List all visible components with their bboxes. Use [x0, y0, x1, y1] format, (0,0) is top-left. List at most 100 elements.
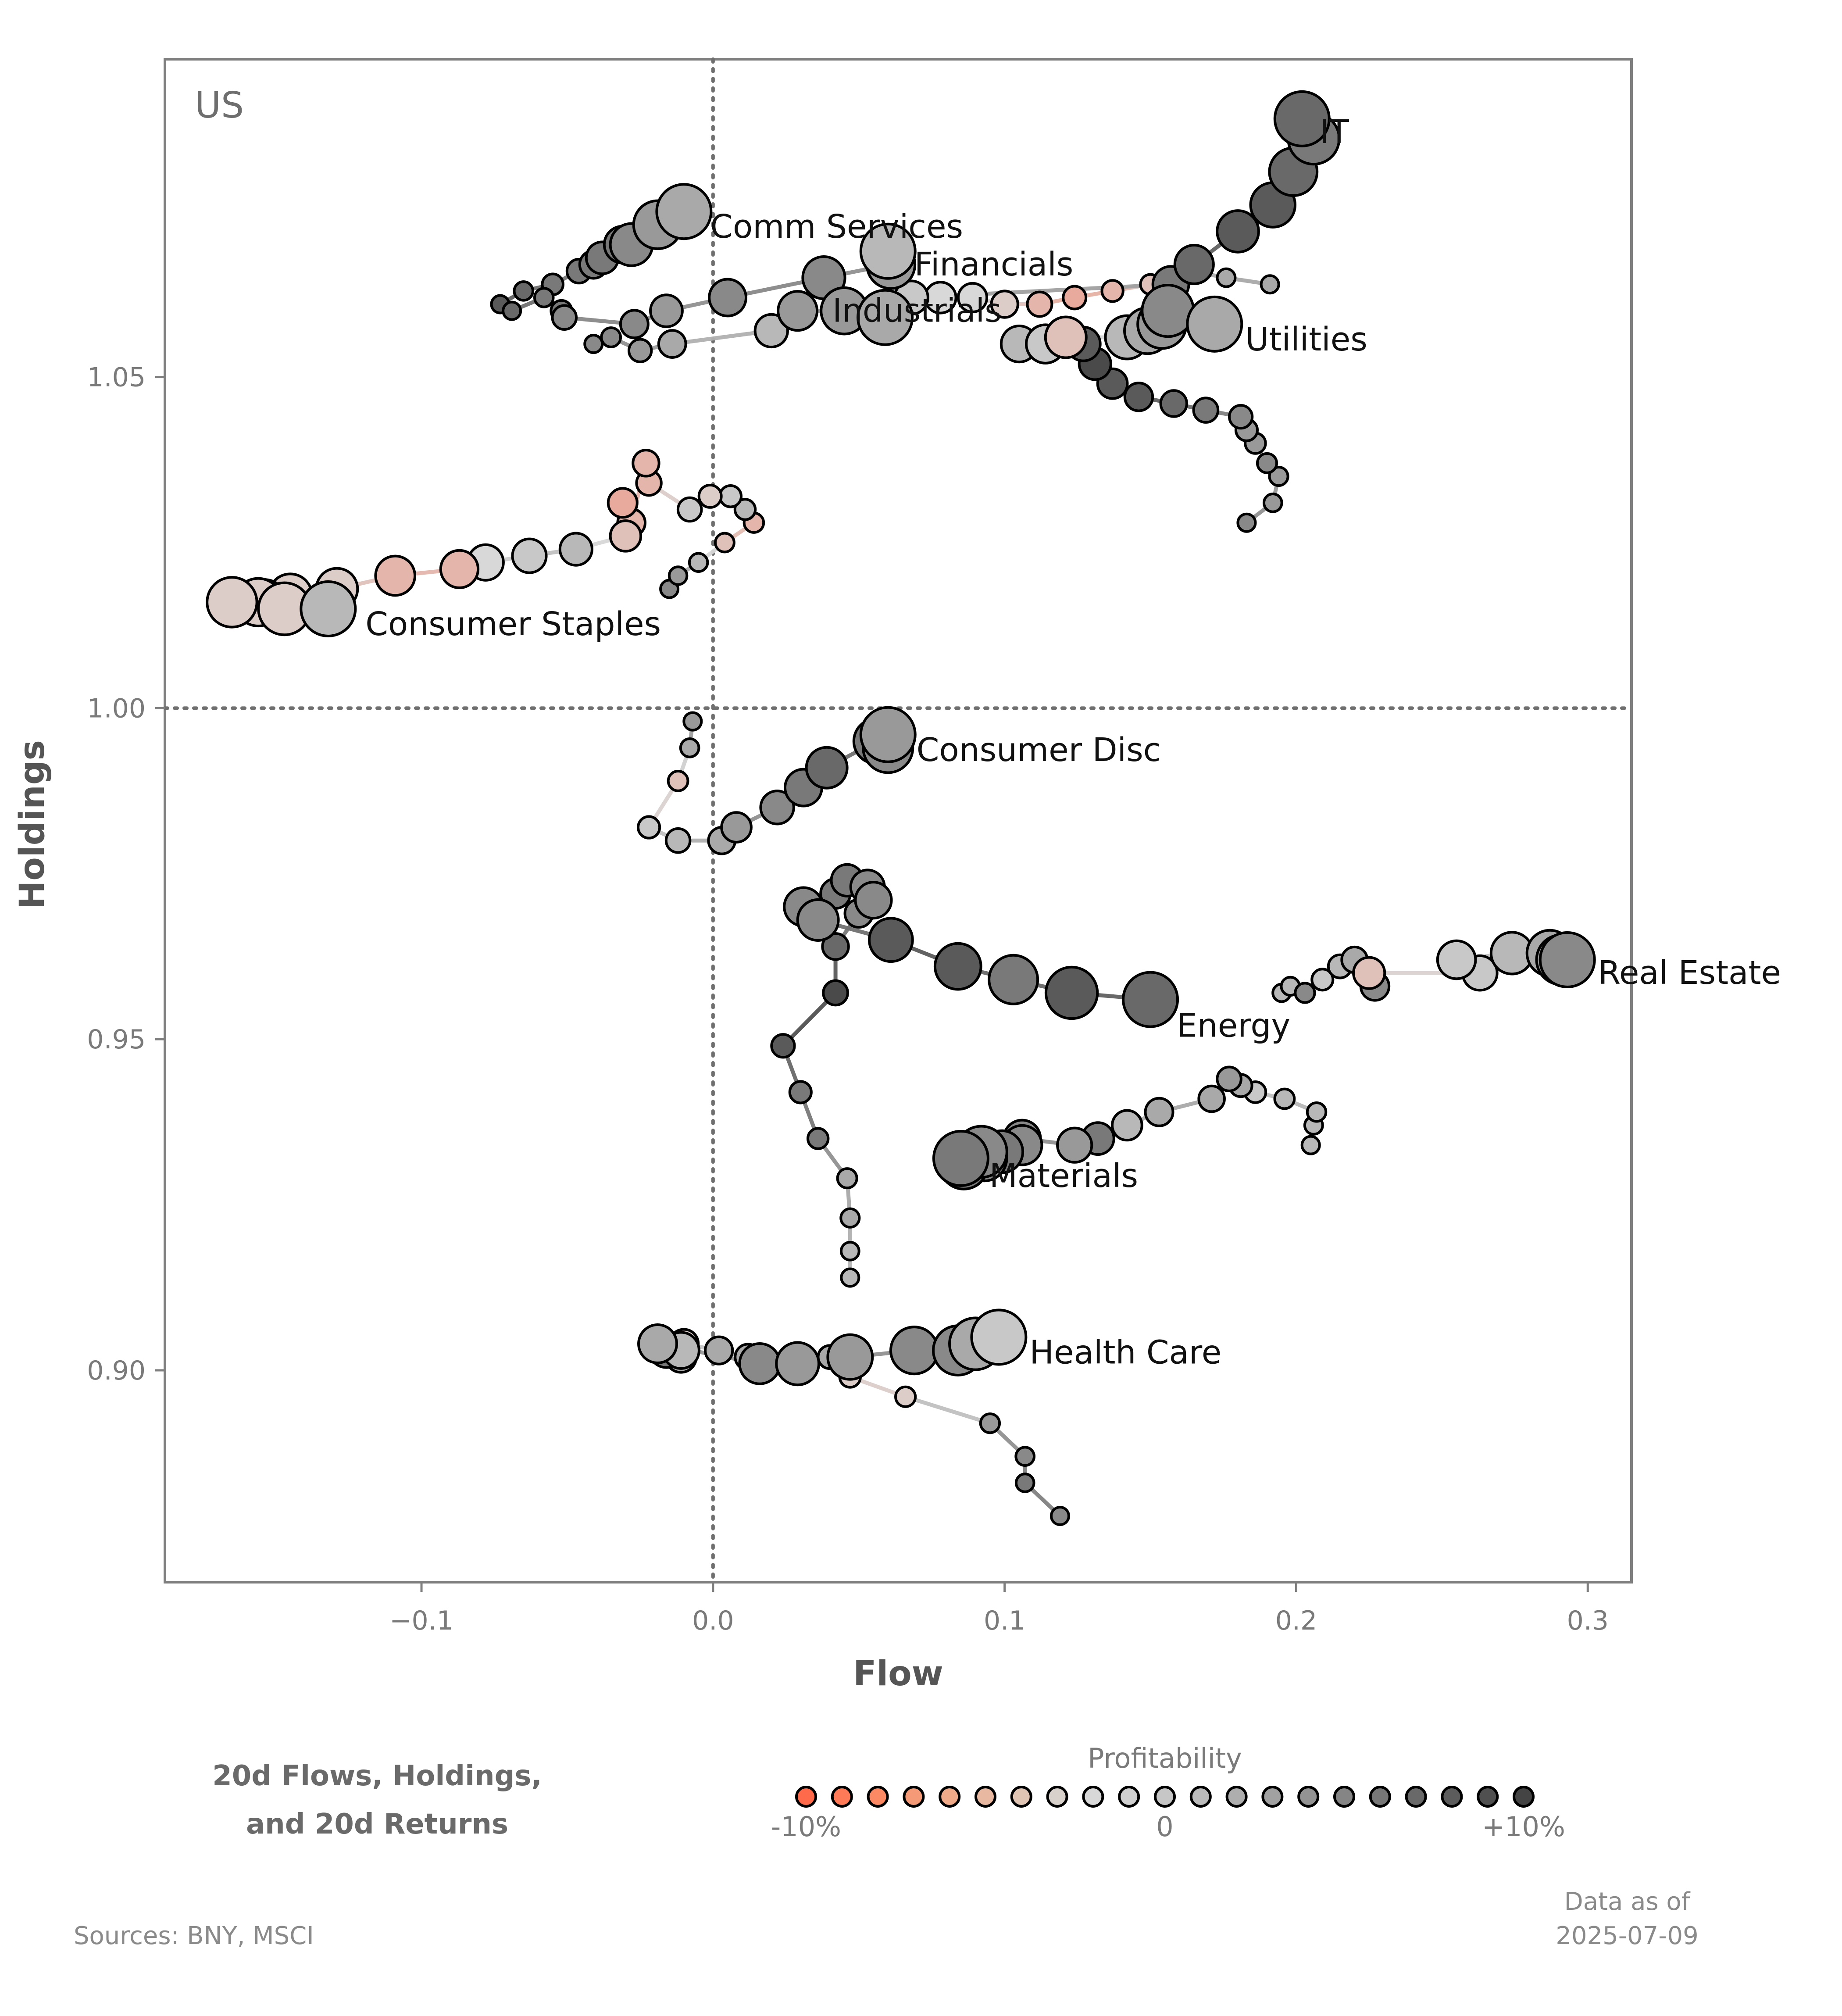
- data-point-energy: [840, 1267, 860, 1288]
- data-point-utilities: [1256, 452, 1278, 474]
- data-point-health-care: [738, 1342, 782, 1385]
- legend-swatch: [1225, 1786, 1248, 1808]
- profitability-legend: [795, 1786, 1535, 1808]
- data-point-financials: [551, 304, 578, 331]
- data-point-it: [1026, 290, 1053, 318]
- data-point-health-care: [637, 1323, 678, 1365]
- y-tick-label: 1.00: [87, 693, 146, 724]
- sector-label-financials: Financials: [914, 246, 1074, 283]
- data-point-materials: [1144, 1097, 1174, 1127]
- data-point-energy: [839, 1207, 861, 1229]
- data-point-materials: [1056, 1126, 1093, 1164]
- data-point-financials: [533, 287, 555, 308]
- legend-swatch: [1369, 1786, 1391, 1808]
- data-date-line-2: 2025-07-09: [1556, 1922, 1698, 1950]
- legend-swatch: [1261, 1786, 1284, 1808]
- data-point-energy: [836, 1167, 858, 1190]
- data-point-utilities: [1123, 382, 1154, 412]
- data-point-utilities: [1268, 465, 1289, 487]
- data-point-materials: [1273, 1087, 1296, 1110]
- sector-label-industrials: Industrials: [832, 292, 1002, 330]
- legend-swatch: [1010, 1786, 1032, 1808]
- y-axis-label: Holdings: [13, 740, 52, 909]
- data-point-energy: [867, 917, 914, 963]
- data-point-utilities: [1262, 493, 1283, 513]
- data-point-energy: [788, 1080, 813, 1105]
- data-point-utilities: [1141, 283, 1195, 338]
- data-point-consumer-disc: [859, 706, 917, 763]
- data-point-health-care: [970, 1308, 1028, 1366]
- legend-swatch: [939, 1786, 961, 1808]
- data-point-industrials: [753, 313, 789, 349]
- data-point-consumer-staples: [439, 549, 480, 590]
- data-point-consumer-disc: [664, 827, 692, 854]
- data-point-energy: [839, 1240, 860, 1262]
- x-tick-label: 0.2: [1275, 1605, 1317, 1636]
- subtitle-line-2: and 20d Returns: [246, 1808, 508, 1841]
- y-tick-label: 1.05: [87, 362, 146, 393]
- data-point-consumer-disc: [667, 770, 689, 792]
- legend-swatch: [1477, 1786, 1499, 1808]
- data-point-health-care: [704, 1335, 734, 1365]
- data-point-it: [1260, 274, 1280, 295]
- data-point-health-care: [1014, 1446, 1036, 1467]
- legend-swatch: [975, 1786, 996, 1808]
- data-point-health-care: [889, 1326, 939, 1376]
- data-point-health-care: [894, 1385, 917, 1408]
- data-point-comm-services: [655, 183, 713, 240]
- x-axis-label: Flow: [853, 1654, 943, 1694]
- data-point-consumer-staples: [607, 487, 639, 519]
- sources-note: Sources: BNY, MSCI: [74, 1922, 314, 1950]
- data-point-energy: [988, 954, 1039, 1005]
- data-point-materials: [1300, 1135, 1321, 1155]
- data-point-industrials: [583, 334, 604, 354]
- data-point-utilities: [1044, 315, 1088, 359]
- data-point-real-estate: [1352, 956, 1386, 990]
- data-point-consumer-disc: [805, 746, 849, 790]
- data-point-it: [1216, 267, 1237, 288]
- data-point-industrials: [857, 289, 914, 346]
- panel-label: US: [195, 85, 244, 126]
- data-point-real-estate: [1539, 931, 1596, 989]
- data-point-industrials: [777, 290, 819, 332]
- data-point-it: [1173, 243, 1215, 286]
- data-point-energy: [806, 1127, 830, 1150]
- data-point-it: [1062, 285, 1088, 311]
- sector-label-consumer-staples: Consumer Staples: [365, 605, 661, 643]
- data-point-it: [1273, 90, 1331, 147]
- data-point-consumer-disc: [759, 790, 795, 826]
- data-point-health-care: [1014, 1473, 1035, 1493]
- trail-segment-health-care: [903, 1394, 992, 1426]
- subtitle-line-1: 20d Flows, Holdings,: [212, 1760, 542, 1792]
- data-point-consumer-staples: [676, 496, 703, 523]
- sector-label-utilities: Utilities: [1245, 321, 1367, 358]
- legend-swatch: [1154, 1786, 1176, 1808]
- legend-swatch: [1046, 1786, 1068, 1808]
- data-point-health-care: [826, 1333, 874, 1381]
- legend-min-label: -10%: [771, 1811, 841, 1843]
- sector-label-comm-services: Comm Services: [710, 208, 963, 246]
- data-point-consumer-staples: [632, 449, 660, 478]
- data-point-consumer-staples: [609, 519, 643, 553]
- data-point-real-estate: [1310, 968, 1335, 992]
- legend-swatch: [867, 1786, 889, 1808]
- sector-label-health-care: Health Care: [1029, 1333, 1221, 1371]
- data-point-consumer-staples: [558, 532, 593, 567]
- legend-max-label: +10%: [1482, 1811, 1565, 1843]
- data-point-financials: [859, 222, 917, 280]
- data-point-energy: [1122, 971, 1179, 1028]
- data-point-it: [990, 290, 1019, 319]
- sector-label-energy: Energy: [1177, 1007, 1290, 1045]
- data-date-line-1: Data as of: [1564, 1887, 1691, 1916]
- legend-swatch: [795, 1786, 817, 1808]
- data-point-energy: [796, 898, 840, 942]
- data-point-real-estate: [1294, 982, 1316, 1004]
- data-point-comm-services: [513, 280, 534, 302]
- data-point-consumer-staples: [714, 532, 735, 554]
- data-point-consumer-staples: [206, 576, 258, 629]
- sector-label-materials: Materials: [989, 1157, 1138, 1195]
- x-tick-label: 0.3: [1567, 1605, 1609, 1636]
- legend-swatch: [903, 1786, 925, 1808]
- data-point-energy: [821, 932, 850, 961]
